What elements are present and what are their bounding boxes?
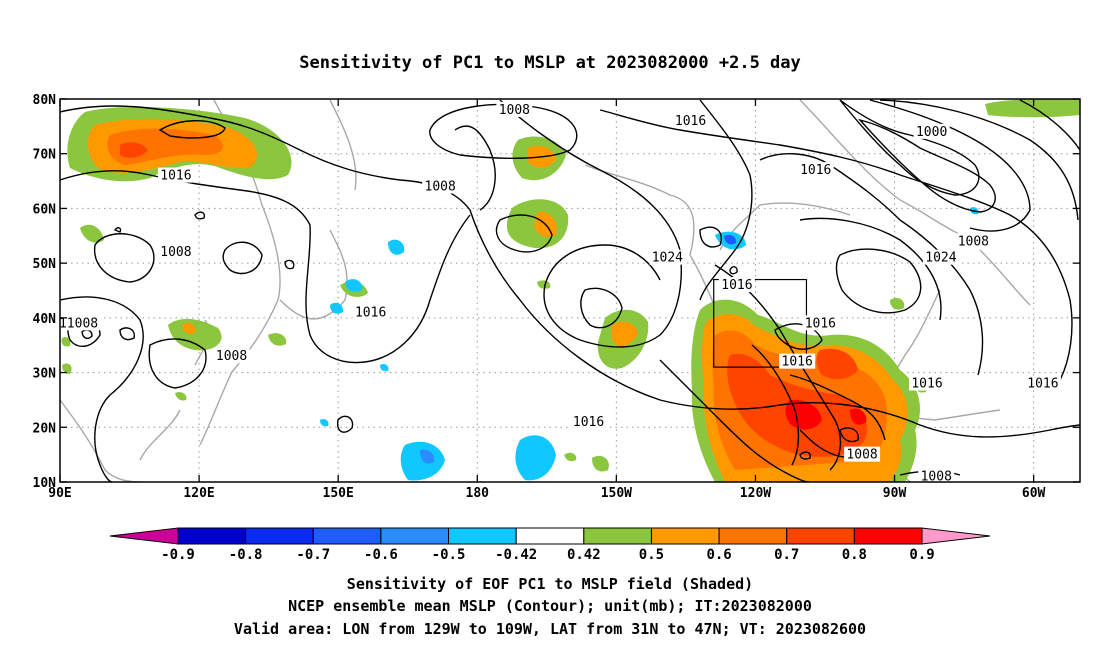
contour-label-bg — [649, 249, 686, 265]
colorbar-swatch — [245, 527, 314, 545]
caption-shading: Sensitivity of EOF PC1 to MSLP field (Sh… — [347, 575, 753, 593]
colorbar-swatch — [718, 527, 788, 545]
contour-label-bg — [352, 304, 389, 320]
colorbar: -0.9 -0.8 -0.7 -0.6 -0.5 -0.42 0.42 0.5 0.6 0.7 0.… — [109, 527, 991, 563]
caption-contour: NCEP ensemble mean MSLP (Contour); unit(… — [288, 597, 812, 615]
mslp-contours — [60, 99, 1080, 482]
lon-tick-label: 150W — [601, 486, 632, 501]
lat-tick-label: 40N — [33, 312, 57, 327]
colorbar-label: -0.42 — [495, 547, 537, 563]
lon-tick-label: 120W — [740, 486, 771, 501]
contour-label: 1000 — [916, 125, 947, 140]
contour-label-bg — [797, 162, 834, 178]
contour-label: 1016 — [721, 278, 752, 293]
colorbar-label: -0.8 — [229, 547, 263, 563]
contour-label: 1016 — [573, 415, 604, 430]
contour-label-bg — [718, 277, 755, 293]
colorbar-label: -0.5 — [432, 547, 466, 563]
contour-label-bg — [60, 315, 101, 331]
colorbar-swatch — [515, 527, 585, 545]
contour-label: 11008 — [59, 316, 98, 331]
contour-label: 1008 — [216, 349, 247, 364]
contour-label: 1008 — [921, 470, 952, 485]
contour-label-bg — [570, 413, 607, 429]
colorbar-label: -0.9 — [161, 547, 195, 563]
colorbar-low-extend — [109, 527, 179, 545]
colorbar-label: 0.42 — [567, 547, 601, 563]
colorbar-swatch — [650, 527, 720, 545]
colorbar-label: -0.7 — [296, 547, 330, 563]
contour-label: 1008 — [160, 245, 191, 260]
lon-tick-label: 60W — [1022, 486, 1046, 501]
contour-label-bg — [213, 348, 250, 364]
lat-tick-label: 50N — [33, 257, 57, 272]
contour-label: 1024 — [925, 251, 956, 266]
contour-label-bg — [909, 375, 945, 391]
colorbar-swatch — [583, 527, 652, 545]
contour-label-bg — [1024, 375, 1061, 391]
contour-label: 1016 — [782, 355, 813, 370]
colorbar-label: 0.5 — [639, 547, 664, 563]
colorbar-label: 0.6 — [706, 547, 731, 563]
figure-title: Sensitivity of PC1 to MSLP at 2023082000… — [299, 53, 801, 73]
colorbar-swatch — [312, 527, 382, 545]
colorbar-high-extend — [921, 527, 991, 545]
contour-label-bg — [922, 249, 959, 265]
lon-tick-label: 180 — [466, 486, 490, 501]
lat-tick-label: 20N — [33, 421, 57, 436]
contour-label-bg — [802, 315, 839, 331]
lat-tick-label: 80N — [33, 93, 57, 108]
contour-label-bg — [157, 167, 194, 183]
colorbar-swatch — [448, 527, 517, 545]
contour-label-bg — [157, 244, 194, 260]
contour-label-bg — [844, 446, 881, 462]
contour-label: 1016 — [160, 169, 191, 184]
colorbar-label: 0.7 — [774, 547, 799, 563]
lon-tick-label: 120E — [183, 486, 214, 501]
contour-label: 1008 — [499, 103, 530, 118]
lon-tick-label: 90E — [48, 486, 71, 501]
contour-label: 1016 — [1027, 377, 1058, 392]
contour-label: 1016 — [355, 305, 386, 320]
contour-label-bg — [913, 123, 950, 139]
lon-tick-label: 150E — [323, 486, 354, 501]
contour-label-bg — [918, 468, 955, 482]
contour-label-bg — [955, 233, 992, 249]
contour-label-bg — [496, 101, 533, 117]
contour-label-bg — [672, 112, 709, 128]
lat-tick-label: 10N — [33, 476, 57, 491]
colorbar-swatch — [177, 527, 247, 545]
contour-label: 1008 — [958, 234, 989, 249]
colorbar-swatch — [786, 527, 855, 545]
contour-label: 1008 — [425, 180, 456, 195]
map-frame — [59, 98, 1081, 483]
colorbar-label: 0.9 — [909, 547, 934, 563]
caption-valid-area: Valid area: LON from 129W to 109W, LAT f… — [234, 620, 866, 638]
lat-tick-label: 60N — [33, 202, 57, 217]
colorbar-swatch — [853, 527, 923, 545]
contour-label-bg — [779, 353, 816, 369]
contour-label: 1008 — [846, 448, 877, 463]
contour-label: 1016 — [800, 163, 831, 178]
colorbar-label: 0.8 — [842, 547, 867, 563]
lon-tick-label: 90W — [883, 486, 907, 501]
contour-label: 1016 — [805, 316, 836, 331]
map-axes: 90E 120E 150E 180 150W 120W 90W 60W 80N 70N 60N 50N… — [33, 93, 1080, 501]
contour-label: 1016 — [675, 114, 706, 129]
contour-label-bg — [422, 178, 459, 194]
colorbar-label: -0.6 — [364, 547, 398, 563]
colorbar-swatch — [380, 527, 450, 545]
lat-tick-label: 30N — [33, 367, 57, 382]
contour-label: 1024 — [652, 251, 683, 266]
contour-label: 1016 — [911, 377, 942, 392]
lat-tick-label: 70N — [33, 148, 57, 163]
